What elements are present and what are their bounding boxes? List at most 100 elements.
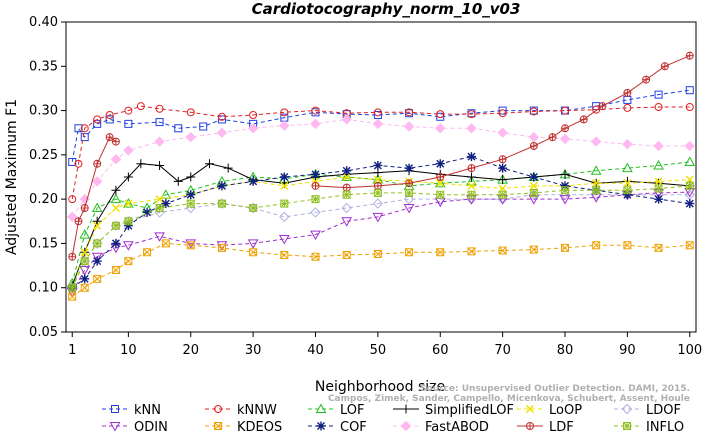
data-point-ldf bbox=[105, 133, 114, 142]
data-point-loop bbox=[155, 195, 164, 204]
legend-marker bbox=[315, 403, 327, 413]
data-point-fastabod bbox=[110, 154, 122, 165]
y-tick-label: 0.40 bbox=[29, 15, 58, 30]
legend-item-knn: kNN bbox=[102, 403, 161, 418]
data-point-odin bbox=[341, 217, 353, 227]
data-point-inflo bbox=[342, 190, 351, 199]
data-point-knnw bbox=[74, 159, 83, 168]
data-point-simplifiedlof bbox=[622, 176, 632, 186]
data-point-fastabod bbox=[247, 123, 259, 134]
data-point-kdeos bbox=[342, 250, 351, 259]
data-point-cof bbox=[654, 194, 664, 204]
legend-item-simplifiedlof: SimplifiedLOF bbox=[393, 403, 514, 418]
data-point-fastabod bbox=[590, 136, 602, 147]
legend-marker bbox=[316, 421, 326, 431]
data-point-loop bbox=[373, 175, 382, 184]
data-point-kdeos bbox=[467, 247, 476, 256]
data-point-inflo bbox=[529, 188, 538, 197]
data-point-inflo bbox=[280, 199, 289, 208]
legend-item-odin: ODIN bbox=[102, 420, 168, 434]
data-point-knn bbox=[174, 124, 183, 133]
data-point-knnw bbox=[498, 109, 507, 118]
y-tick-label: 0.35 bbox=[29, 59, 58, 74]
data-point-knn bbox=[93, 119, 102, 128]
legend-item-ldof: LDOF bbox=[614, 403, 681, 418]
series-ldf-tail bbox=[311, 51, 694, 192]
data-point-knnw bbox=[124, 106, 133, 115]
legend-label: kNN bbox=[134, 403, 161, 418]
data-point-kdeos bbox=[186, 241, 195, 250]
data-point-ldf bbox=[80, 204, 89, 212]
legend-item-ldf: LDF bbox=[517, 420, 574, 434]
data-point-fastabod bbox=[684, 140, 695, 152]
data-point-simplifiedlof bbox=[560, 169, 570, 179]
data-point-simplifiedlof bbox=[111, 185, 121, 195]
series-line-ldf-tail bbox=[315, 55, 690, 189]
data-point-inflo bbox=[111, 221, 120, 230]
data-point-cof bbox=[186, 190, 196, 200]
data-point-loop bbox=[529, 181, 538, 190]
watermark-line-1: Source: Unsupervised Outlier Detection. … bbox=[420, 384, 690, 394]
data-point-lof bbox=[341, 171, 353, 181]
y-axis: 0.05 0.10 0.15 0.20 0.25 0.30 0.35 0.40 bbox=[29, 15, 66, 340]
series-simplifiedlof bbox=[67, 159, 695, 291]
data-point-odin bbox=[185, 239, 197, 249]
data-point-lof bbox=[160, 189, 172, 199]
x-tick-label: 1 bbox=[68, 343, 76, 358]
data-point-cof bbox=[560, 181, 570, 191]
legend-marker bbox=[623, 422, 631, 430]
data-point-inflo bbox=[217, 199, 226, 208]
data-point-cof bbox=[80, 274, 90, 284]
legend-marker bbox=[401, 404, 411, 414]
data-point-inflo bbox=[467, 190, 476, 199]
data-point-inflo bbox=[685, 181, 694, 190]
legend-item-lof: LOF bbox=[308, 403, 365, 418]
data-point-ldf-tail bbox=[685, 51, 694, 60]
data-point-kdeos bbox=[654, 243, 663, 252]
data-point-kdeos bbox=[249, 248, 258, 257]
data-point-kdeos bbox=[623, 241, 632, 250]
data-point-odin bbox=[247, 239, 259, 249]
data-point-lof bbox=[79, 229, 91, 239]
data-point-fastabod bbox=[123, 145, 134, 156]
data-point-ldf-tail bbox=[660, 62, 669, 71]
data-point-kdeos bbox=[311, 252, 320, 261]
data-point-odin bbox=[154, 232, 165, 242]
data-point-kdeos bbox=[405, 248, 414, 257]
data-point-inflo bbox=[93, 239, 102, 248]
data-point-loop bbox=[280, 181, 289, 190]
data-point-kdeos bbox=[436, 248, 445, 257]
data-point-inflo bbox=[186, 199, 195, 208]
data-point-ldof bbox=[310, 207, 321, 218]
data-point-ldf-tail bbox=[529, 142, 538, 150]
series-line-knn bbox=[71, 89, 690, 162]
data-point-fastabod bbox=[497, 127, 508, 138]
data-point-kdeos bbox=[111, 266, 120, 274]
data-point-cof bbox=[142, 207, 152, 217]
legend-item-inflo: INFLO bbox=[614, 420, 684, 434]
data-point-loop bbox=[80, 248, 89, 257]
y-axis-title: Adjusted Maximum F1 bbox=[4, 99, 20, 255]
data-point-ldf-tail bbox=[373, 181, 382, 190]
data-point-knnw bbox=[561, 106, 570, 115]
data-point-odin bbox=[310, 230, 321, 241]
data-point-ldf bbox=[111, 137, 120, 146]
data-point-fastabod bbox=[67, 211, 78, 223]
data-point-ldf-tail bbox=[436, 173, 445, 181]
legend-label: INFLO bbox=[646, 420, 684, 434]
data-point-knn bbox=[80, 133, 89, 142]
data-point-ldf-tail bbox=[342, 183, 351, 192]
data-point-cof bbox=[92, 256, 102, 266]
data-point-inflo bbox=[561, 186, 570, 195]
series-knn bbox=[68, 86, 694, 166]
series-line-odin bbox=[71, 191, 690, 293]
data-point-knnw bbox=[529, 107, 538, 116]
data-point-inflo bbox=[155, 204, 164, 212]
data-point-inflo bbox=[405, 188, 414, 197]
data-point-odin bbox=[79, 266, 91, 276]
data-point-fastabod bbox=[279, 120, 290, 131]
watermark-line-2: Campos, Zimek, Sander, Campello, Micenko… bbox=[328, 394, 690, 404]
data-point-inflo bbox=[80, 257, 89, 266]
data-point-kdeos bbox=[592, 241, 601, 250]
data-point-knnw bbox=[592, 105, 601, 114]
